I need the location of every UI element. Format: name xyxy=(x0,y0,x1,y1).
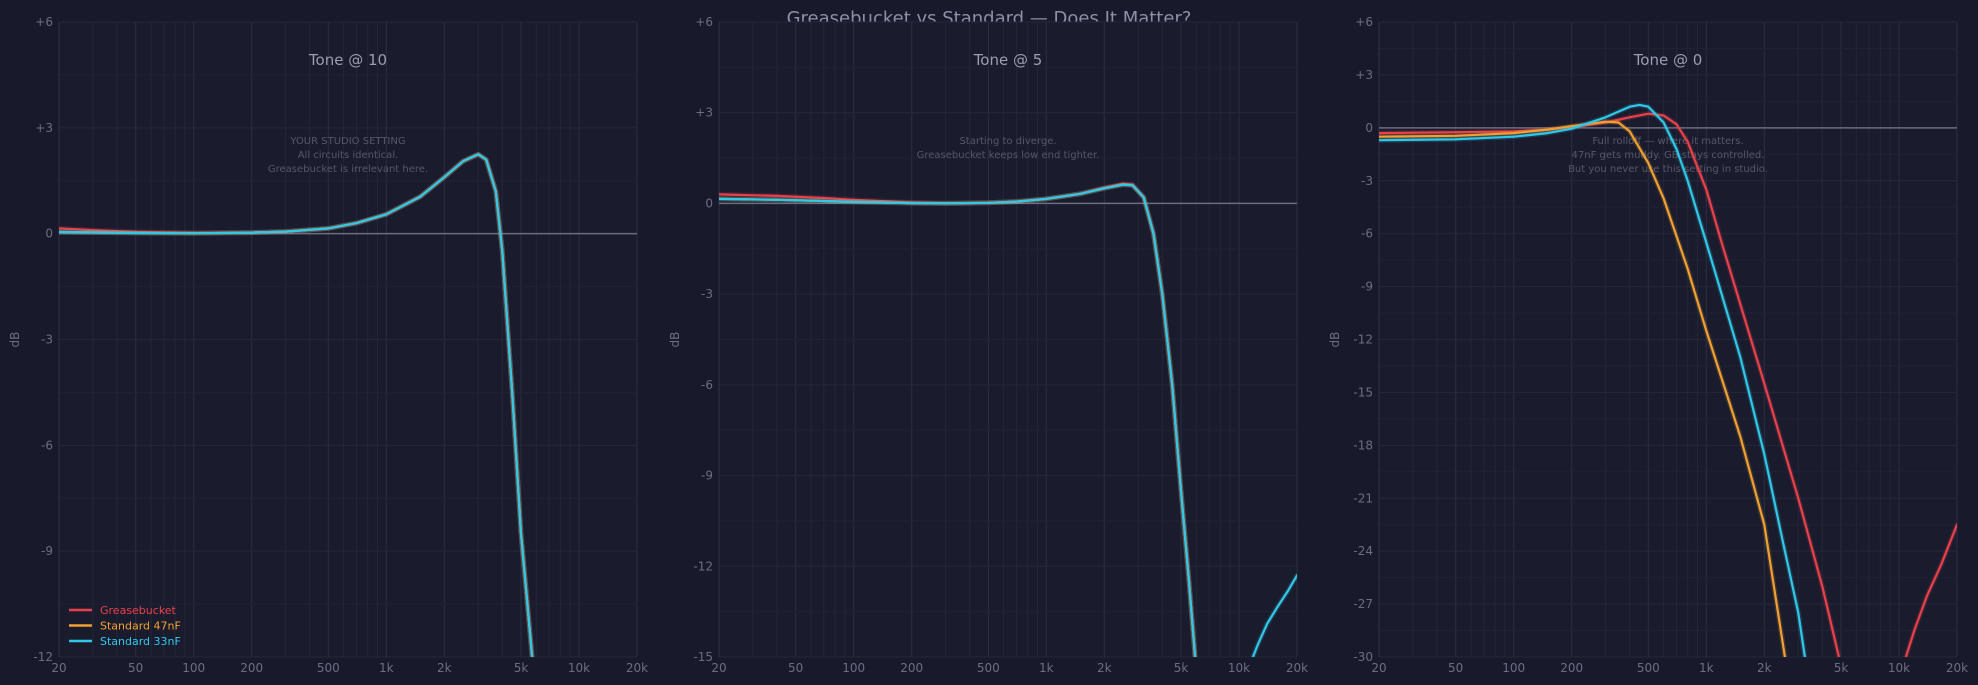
annotation-line: Greasebucket keeps low end tighter. xyxy=(917,150,1100,161)
y-tick-label: -15 xyxy=(693,650,713,664)
x-tick-label: 200 xyxy=(240,661,263,675)
y-tick-label: +3 xyxy=(1355,68,1373,82)
x-tick-label: 500 xyxy=(317,661,340,675)
legend-label: Greasebucket xyxy=(100,604,177,617)
x-tick-label: 2k xyxy=(437,661,452,675)
x-tick-label: 50 xyxy=(788,661,803,675)
x-tick-label: 5k xyxy=(1834,661,1849,675)
x-tick-label: 50 xyxy=(1448,661,1463,675)
x-tick-label: 20k xyxy=(626,661,648,675)
x-tick-label: 50 xyxy=(128,661,143,675)
series-line-standard-33nf xyxy=(1251,574,1297,657)
series-line-standard-33nf xyxy=(59,153,534,657)
y-tick-label: -9 xyxy=(41,544,53,558)
y-tick-label: +6 xyxy=(1355,15,1373,29)
x-tick-label: 200 xyxy=(1560,661,1583,675)
series-line-standard-47nf xyxy=(1379,120,1787,657)
x-tick-label: 200 xyxy=(900,661,923,675)
x-tick-label: 20 xyxy=(1371,661,1386,675)
x-tick-label: 20k xyxy=(1946,661,1968,675)
y-tick-label: +6 xyxy=(695,15,713,29)
y-tick-label: -21 xyxy=(1353,491,1373,505)
x-tick-label: 10k xyxy=(1228,661,1250,675)
y-tick-label: -3 xyxy=(41,333,53,347)
annotation-line: Full rolloff — where it matters. xyxy=(1592,136,1743,147)
series-line-greasebucket xyxy=(1904,523,1957,657)
y-tick-label: -6 xyxy=(41,438,53,452)
y-tick-label: -12 xyxy=(693,559,713,573)
annotation-line: 47nF gets muddy. GB stays controlled. xyxy=(1572,150,1765,161)
y-tick-label: -6 xyxy=(1361,227,1373,241)
y-tick-label: +3 xyxy=(695,106,713,120)
series-group xyxy=(1379,102,1957,657)
y-tick-label: -9 xyxy=(1361,280,1373,294)
x-tick-label: 2k xyxy=(1097,661,1112,675)
panel-title: Tone @ 0 xyxy=(1633,51,1703,69)
annotation-line: YOUR STUDIO SETTING xyxy=(289,136,405,147)
x-tick-label: 5k xyxy=(1174,661,1189,675)
x-tick-label: 10k xyxy=(568,661,590,675)
x-tick-label: 1k xyxy=(1699,661,1714,675)
chart-panel-3: 20 50 100 200 500 1k 2k 5k 10k 20k +6 +3 0 -3 -6 -9 -12 -… xyxy=(1328,15,1968,675)
x-tick-label: 20 xyxy=(711,661,726,675)
x-tick-label: 20 xyxy=(51,661,66,675)
chart-panel-2: 20 50 100 200 500 1k 2k 5k 10k 20k +6 +3 0 -3 -6 -9 -12 -… xyxy=(668,15,1308,675)
y-tick-label: -18 xyxy=(1353,438,1373,452)
legend-label: Standard 33nF xyxy=(100,635,181,648)
annotation-line: All circuits identical. xyxy=(298,150,399,161)
annotation-line: Starting to diverge. xyxy=(959,136,1056,147)
y-tick-label: +3 xyxy=(35,121,53,135)
series-line-standard-33nf xyxy=(1379,103,1806,657)
x-tick-label: 100 xyxy=(182,661,205,675)
y-tick-label: 0 xyxy=(705,196,713,210)
y-tick-label: 0 xyxy=(45,227,53,241)
x-tick-label: 500 xyxy=(977,661,1000,675)
y-tick-label: -27 xyxy=(1353,597,1373,611)
x-tick-label: 20k xyxy=(1286,661,1308,675)
y-axis-label: dB xyxy=(8,332,22,348)
y-tick-label: -3 xyxy=(1361,174,1373,188)
x-tick-label: 100 xyxy=(842,661,865,675)
panel-title: Tone @ 10 xyxy=(308,51,387,69)
x-tick-label: 10k xyxy=(1888,661,1910,675)
chart-panel-1: 20 50 100 200 500 1k 2k 5k 10k 20k +6 +3 0 -3 -6 -9 -12 d… xyxy=(8,15,648,675)
y-axis-label: dB xyxy=(668,332,682,348)
y-tick-label: -3 xyxy=(701,287,713,301)
legend: Greasebucket Standard 47nF Standard 33nF xyxy=(69,604,181,648)
y-tick-label: -12 xyxy=(1353,333,1373,347)
series-group xyxy=(59,151,535,657)
y-tick-label: -9 xyxy=(701,469,713,483)
y-tick-label: -30 xyxy=(1353,650,1373,664)
annotation-line: Greasebucket is irrelevant here. xyxy=(268,164,428,175)
panel-title: Tone @ 5 xyxy=(973,51,1043,69)
x-tick-label: 5k xyxy=(514,661,529,675)
x-tick-label: 100 xyxy=(1502,661,1525,675)
legend-label: Standard 47nF xyxy=(100,620,181,633)
y-tick-label: -15 xyxy=(1353,385,1373,399)
x-tick-label: 2k xyxy=(1757,661,1772,675)
y-tick-label: -24 xyxy=(1353,544,1373,558)
series-group xyxy=(719,181,1297,657)
y-tick-label: -6 xyxy=(701,378,713,392)
annotation-line: But you never use this setting in studio… xyxy=(1568,164,1768,175)
y-tick-label: 0 xyxy=(1365,121,1373,135)
x-tick-label: 1k xyxy=(1039,661,1054,675)
x-tick-label: 500 xyxy=(1637,661,1660,675)
y-tick-label: -12 xyxy=(33,650,53,664)
series-line-standard-33nf xyxy=(719,183,1197,657)
y-tick-label: +6 xyxy=(35,15,53,29)
x-tick-label: 1k xyxy=(379,661,394,675)
y-axis-label: dB xyxy=(1328,332,1342,348)
